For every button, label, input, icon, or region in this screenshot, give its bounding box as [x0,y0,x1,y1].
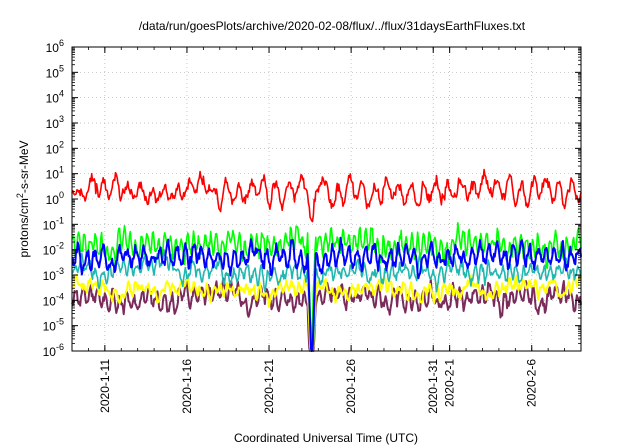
series-line-3 [71,249,582,352]
y-tick-label: 10-3 [43,266,64,283]
x-ticks: 2020-1-11 2020-1-16 2020-1-21 2020-1-26 2020… [88,47,565,414]
x-axis-title: Coordinated Universal Time (UTC) [234,431,418,445]
x-tick-label: 2020-1-26 [344,359,358,414]
y-tick-label: 10-4 [43,291,64,308]
x-tick-label: 2020-1-21 [262,359,276,414]
series-group [71,168,582,352]
y-axis-title: protons/cm2-s-sr-MeV [15,140,31,257]
y-tick-label: 106 [46,38,64,55]
y-tick-label: 10-5 [43,317,64,334]
y-tick-label: 101 [46,165,64,182]
y-tick-label: 102 [46,139,64,156]
series-line-2 [71,273,582,352]
y-ticks: 10-6 10-5 10-4 10-3 10-2 10-1 100 101 102 103 104 1… [43,38,581,359]
y-tick-label: 100 [46,190,64,207]
y-tick-label: 103 [46,114,64,131]
x-tick-label: 2020-2-6 [525,359,539,407]
x-tick-label: 2020-1-31 [426,359,440,414]
x-tick-label: 2020-1-16 [180,359,194,414]
series-line-5 [71,236,582,352]
y-tick-label: 10-2 [43,241,64,258]
y-tick-label: 104 [46,89,64,106]
y-tick-label: 10-1 [43,215,64,232]
x-tick-label: 2020-1-11 [98,359,112,413]
y-tick-label: 10-6 [43,342,64,359]
chart-title: /data/run/goesPlots/archive/2020-02-08/f… [139,19,526,33]
series-line-6 [71,168,582,223]
y-tick-label: 105 [46,63,64,80]
x-tick-label: 2020-2-1 [443,359,457,407]
